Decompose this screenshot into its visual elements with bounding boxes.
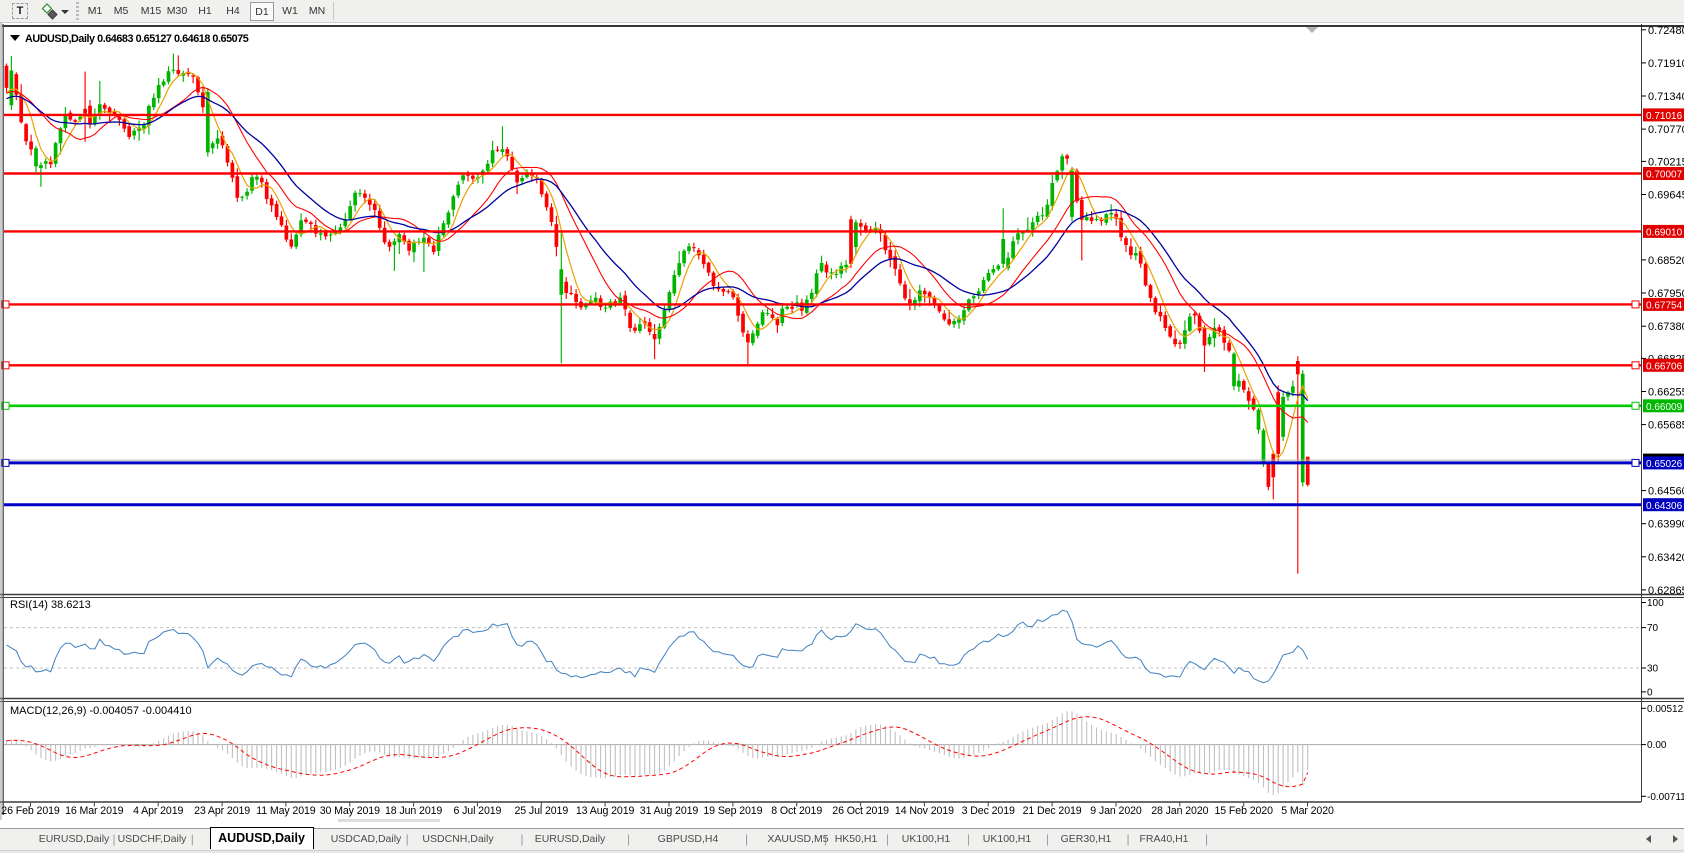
svg-text:MACD(12,26,9) -0.004057 -0.004: MACD(12,26,9) -0.004057 -0.004410 <box>10 705 192 717</box>
svg-text:0: 0 <box>1647 687 1653 698</box>
svg-text:28 Jan 2020: 28 Jan 2020 <box>1151 805 1208 817</box>
svg-text:100: 100 <box>1647 598 1664 609</box>
svg-text:5 Mar 2020: 5 Mar 2020 <box>1281 805 1334 817</box>
svg-text:AUDUSD,Daily 0.64683 0.65127: AUDUSD,Daily 0.64683 0.65127 0.64618 0.6… <box>25 33 249 45</box>
svg-text:18 Jun 2019: 18 Jun 2019 <box>385 805 442 817</box>
svg-text:-0.007111: -0.007111 <box>1647 792 1684 803</box>
svg-text:0.67380: 0.67380 <box>1648 321 1684 333</box>
svg-text:30 May 2019: 30 May 2019 <box>320 805 380 817</box>
svg-text:16 Mar 2019: 16 Mar 2019 <box>65 805 124 817</box>
svg-text:26 Oct 2019: 26 Oct 2019 <box>832 805 889 817</box>
svg-text:19 Sep 2019: 19 Sep 2019 <box>703 805 762 817</box>
svg-text:26 Feb 2019: 26 Feb 2019 <box>1 805 60 817</box>
svg-text:70: 70 <box>1647 623 1659 634</box>
svg-text:25 Jul 2019: 25 Jul 2019 <box>514 805 568 817</box>
svg-text:0.71910: 0.71910 <box>1648 58 1684 70</box>
svg-text:4 Apr 2019: 4 Apr 2019 <box>133 805 183 817</box>
svg-text:0.66706: 0.66706 <box>1646 362 1683 373</box>
svg-text:0.66009: 0.66009 <box>1646 402 1683 413</box>
svg-text:0.62865: 0.62865 <box>1648 585 1684 597</box>
svg-text:0.63990: 0.63990 <box>1648 519 1684 531</box>
svg-text:0.63420: 0.63420 <box>1648 552 1684 564</box>
svg-text:0.72480: 0.72480 <box>1648 25 1684 37</box>
svg-text:0.70007: 0.70007 <box>1646 170 1683 181</box>
svg-text:23 Apr 2019: 23 Apr 2019 <box>194 805 250 817</box>
svg-text:0.71340: 0.71340 <box>1648 91 1684 103</box>
svg-text:0.65685: 0.65685 <box>1648 420 1684 432</box>
svg-text:0.65026: 0.65026 <box>1646 459 1683 470</box>
svg-text:0.71016: 0.71016 <box>1646 111 1683 122</box>
svg-text:0.69645: 0.69645 <box>1648 190 1684 202</box>
svg-text:0.005121: 0.005121 <box>1647 704 1684 715</box>
svg-text:RSI(14) 38.6213: RSI(14) 38.6213 <box>10 599 91 611</box>
svg-text:0.00: 0.00 <box>1647 740 1667 751</box>
svg-text:15 Feb 2020: 15 Feb 2020 <box>1214 805 1273 817</box>
svg-text:0.67950: 0.67950 <box>1648 288 1684 300</box>
svg-text:30: 30 <box>1647 664 1659 675</box>
svg-text:14 Nov 2019: 14 Nov 2019 <box>895 805 954 817</box>
svg-text:6 Jul 2019: 6 Jul 2019 <box>453 805 501 817</box>
svg-text:0.70215: 0.70215 <box>1648 156 1684 168</box>
svg-text:0.67754: 0.67754 <box>1646 301 1683 312</box>
svg-text:9 Jan 2020: 9 Jan 2020 <box>1090 805 1142 817</box>
svg-text:0.66255: 0.66255 <box>1648 387 1684 399</box>
svg-text:11 May 2019: 11 May 2019 <box>256 805 316 817</box>
svg-text:8 Oct 2019: 8 Oct 2019 <box>771 805 822 817</box>
svg-text:0.64306: 0.64306 <box>1646 501 1683 512</box>
svg-text:0.68520: 0.68520 <box>1648 255 1684 267</box>
svg-text:31 Aug 2019: 31 Aug 2019 <box>640 805 699 817</box>
svg-text:3 Dec 2019: 3 Dec 2019 <box>962 805 1015 817</box>
svg-text:0.70770: 0.70770 <box>1648 124 1684 136</box>
svg-text:13 Aug 2019: 13 Aug 2019 <box>576 805 635 817</box>
svg-text:0.69010: 0.69010 <box>1646 228 1683 239</box>
svg-text:21 Dec 2019: 21 Dec 2019 <box>1023 805 1082 817</box>
svg-text:0.64560: 0.64560 <box>1648 486 1684 498</box>
